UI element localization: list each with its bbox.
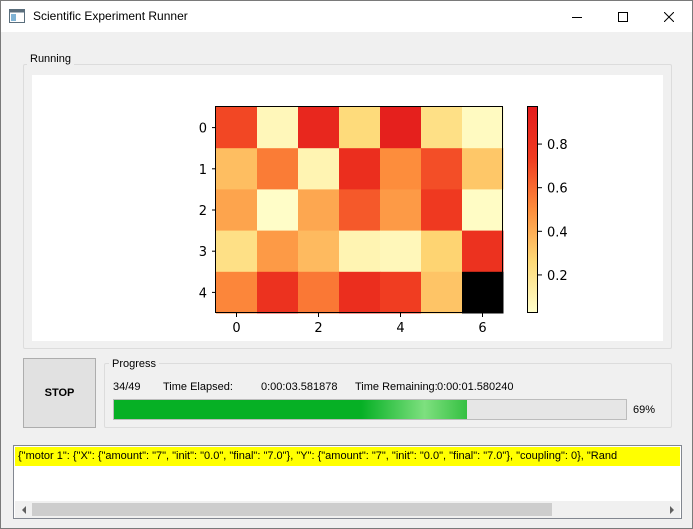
colorbar-ticks: 0.2 0.4 0.6 0.8 xyxy=(538,138,568,284)
y-tick-label: 1 xyxy=(199,163,207,178)
horizontal-scrollbar[interactable] xyxy=(15,501,680,518)
heatmap-cell xyxy=(380,271,422,314)
plot-area: 0 2 4 6 0 1 2 3 4 0.2 0.4 0.6 0.8 xyxy=(32,75,663,341)
heatmap-cell xyxy=(339,230,381,273)
window-title: Scientific Experiment Runner xyxy=(33,9,188,23)
heatmap-cell xyxy=(380,230,422,273)
heatmap-cell xyxy=(421,189,463,232)
maximize-button[interactable] xyxy=(600,1,646,32)
log-panel[interactable]: {"motor 1": {"X": {"amount": "7", "init"… xyxy=(13,445,682,519)
heatmap-cell xyxy=(298,230,340,273)
progress-percent: 69% xyxy=(633,404,656,416)
colorbar-tick-label: 0.2 xyxy=(547,269,568,284)
running-group-label: Running xyxy=(27,53,74,66)
heatmap-cell xyxy=(462,189,504,232)
heatmap-cell xyxy=(298,107,340,149)
app-window-icon xyxy=(9,9,25,23)
progress-group xyxy=(104,363,672,428)
close-button[interactable] xyxy=(646,1,692,32)
minimize-icon xyxy=(572,16,582,18)
y-tick-label: 4 xyxy=(199,286,207,301)
heatmap-cell xyxy=(216,148,258,190)
heatmap-cell xyxy=(462,230,504,273)
heatmap-cell xyxy=(421,230,463,273)
iteration-count: 34/49 xyxy=(113,381,141,393)
log-line[interactable]: {"motor 1": {"X": {"amount": "7", "init"… xyxy=(15,447,680,466)
time-elapsed-label: Time Elapsed: xyxy=(163,381,233,393)
x-tick-label: 6 xyxy=(478,321,486,336)
colorbar-tick-label: 0.6 xyxy=(547,182,568,197)
time-remaining-value: 0:00:01.580240 xyxy=(437,381,514,393)
progress-bar-fill xyxy=(114,400,468,419)
maximize-icon xyxy=(618,11,628,22)
x-tick-label: 2 xyxy=(314,321,322,336)
x-tick-label: 0 xyxy=(232,321,240,336)
heatmap-cell xyxy=(257,271,299,314)
scroll-left-button[interactable] xyxy=(15,501,32,518)
heatmap-cell xyxy=(339,189,381,232)
heatmap-cell xyxy=(380,148,422,190)
y-axis-ticks: 0 1 2 3 4 xyxy=(199,122,216,301)
time-elapsed-value: 0:00:03.581878 xyxy=(261,381,338,393)
heatmap-cell xyxy=(380,107,422,149)
heatmap-cell xyxy=(339,107,381,149)
heatmap-cells xyxy=(216,107,504,314)
colorbar-tick-label: 0.4 xyxy=(547,225,568,240)
heatmap-cell xyxy=(421,107,463,149)
heatmap-cell xyxy=(421,148,463,190)
heatmap-cell xyxy=(339,271,381,314)
x-tick-label: 4 xyxy=(396,321,404,336)
heatmap-cell xyxy=(216,271,258,314)
colorbar-tick-label: 0.8 xyxy=(547,138,568,153)
colorbar xyxy=(527,106,538,313)
y-tick-label: 0 xyxy=(199,122,207,137)
title-bar[interactable]: Scientific Experiment Runner xyxy=(1,1,692,32)
heatmap-cell xyxy=(257,107,299,149)
progress-group-label: Progress xyxy=(109,358,160,371)
scroll-right-button[interactable] xyxy=(663,501,680,518)
heatmap-cell xyxy=(257,230,299,273)
heatmap-cell xyxy=(216,107,258,149)
heatmap-cell xyxy=(216,189,258,232)
progress-bar xyxy=(113,399,627,420)
y-tick-label: 2 xyxy=(199,204,207,219)
x-axis-ticks: 0 2 4 6 xyxy=(232,313,487,336)
heatmap-cell xyxy=(298,148,340,190)
heatmap-cell xyxy=(216,230,258,273)
heatmap-cell xyxy=(462,107,504,149)
time-remaining-label: Time Remaining: xyxy=(355,381,438,393)
close-icon xyxy=(664,11,674,22)
y-tick-label: 3 xyxy=(199,245,207,260)
scroll-left-icon xyxy=(21,505,26,514)
heatmap-cell xyxy=(298,189,340,232)
running-group xyxy=(23,64,672,349)
scrollbar-thumb[interactable] xyxy=(32,503,552,516)
heatmap-cell xyxy=(298,271,340,314)
heatmap-cell xyxy=(462,148,504,190)
heatmap-cell xyxy=(380,189,422,232)
scroll-right-icon xyxy=(669,505,674,514)
stop-button[interactable]: STOP xyxy=(23,358,96,428)
heatmap-chart: 0 2 4 6 0 1 2 3 4 0.2 0.4 0.6 0.8 xyxy=(199,106,568,336)
heatmap-cell xyxy=(462,271,504,314)
heatmap-cell xyxy=(339,148,381,190)
heatmap-cell xyxy=(421,271,463,314)
minimize-button[interactable] xyxy=(554,1,600,32)
heatmap-cell xyxy=(257,189,299,232)
heatmap-cell xyxy=(257,148,299,190)
